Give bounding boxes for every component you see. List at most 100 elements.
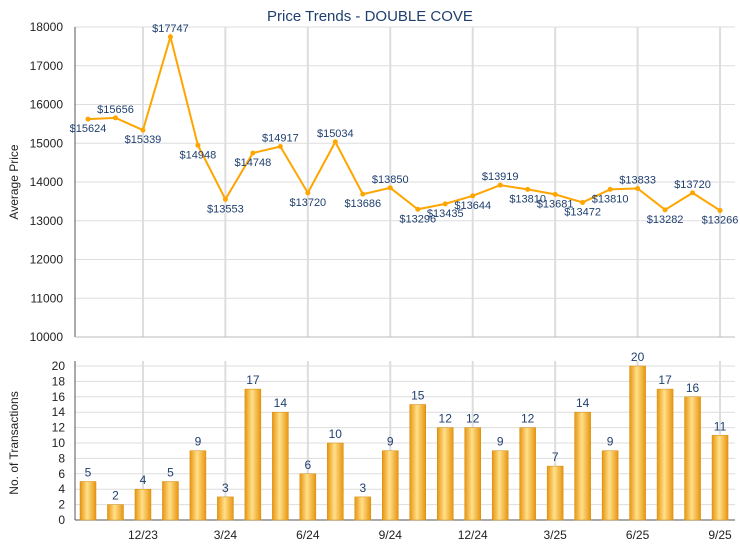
- price-point: [222, 196, 228, 202]
- bar-data-label: 17: [246, 373, 260, 387]
- price-line: [87, 33, 721, 212]
- x-tick-label: 3/24: [214, 528, 238, 542]
- bar-data-label: 17: [658, 373, 672, 387]
- transaction-bar: [574, 411, 591, 521]
- x-tick-label: 9/24: [379, 528, 403, 542]
- price-point: [415, 206, 421, 212]
- bar-data-label: 9: [607, 435, 614, 449]
- price-data-label: $13919: [482, 171, 519, 183]
- bar-data-label: 15: [411, 389, 425, 403]
- price-data-label: $13686: [344, 198, 381, 210]
- bar-data-label: 4: [140, 473, 147, 487]
- y-tick-label: 11000: [31, 291, 64, 305]
- transaction-bar: [546, 465, 564, 521]
- y-tick-label: 10000: [30, 330, 64, 344]
- price-data-label: $17747: [152, 23, 189, 35]
- transaction-bar: [656, 388, 674, 521]
- price-point: [332, 139, 338, 145]
- y-tick-label: 4: [58, 482, 65, 496]
- price-data-label: $13681: [537, 198, 574, 210]
- price-point: [635, 185, 641, 191]
- bar-data-label: 12: [466, 412, 480, 426]
- price-data-label: $13644: [454, 200, 491, 212]
- x-tick-label: 12/24: [458, 528, 488, 542]
- price-point: [360, 191, 366, 197]
- price-point: [387, 185, 393, 191]
- price-data-label: $14917: [262, 132, 299, 144]
- bar-data-label: 20: [631, 350, 645, 364]
- chart-title: Price Trends - DOUBLE COVE: [267, 8, 473, 25]
- y-tick-label: 16: [52, 390, 66, 404]
- price-data-label: $15034: [317, 128, 354, 140]
- y-tick-label: 12000: [30, 253, 64, 267]
- transaction-bar: [299, 473, 317, 521]
- transaction-bar: [354, 496, 372, 521]
- bar-data-label: 2: [112, 489, 119, 503]
- bar-data-label: 5: [167, 466, 174, 480]
- price-point: [717, 207, 723, 213]
- bar-data-label: 7: [552, 450, 559, 464]
- bar-data-label: 11: [714, 419, 727, 433]
- y-tick-label: 18: [52, 374, 66, 388]
- transaction-bar: [711, 435, 729, 521]
- price-data-label: $13833: [619, 174, 656, 186]
- x-tick-label: 12/23: [128, 528, 158, 542]
- bar-data-label: 12: [439, 412, 453, 426]
- transaction-bar: [601, 450, 619, 521]
- price-data-label: $13296: [399, 213, 436, 225]
- bar-data-label: 5: [85, 466, 92, 480]
- y-tick-label: 18000: [30, 20, 64, 34]
- y-tick-label: 12: [52, 421, 66, 435]
- price-data-label: $13472: [564, 206, 601, 218]
- y-tick-label: 17000: [30, 59, 64, 73]
- price-data-label: $13720: [674, 179, 711, 191]
- price-point: [85, 116, 91, 122]
- transaction-bar: [134, 488, 152, 521]
- price-data-label: $13553: [207, 203, 244, 215]
- y-tick-label: 6: [58, 467, 65, 481]
- y-tick-label: 14: [52, 405, 66, 419]
- transaction-bar: [162, 481, 179, 521]
- y-tick-label: 16000: [30, 98, 64, 112]
- price-point: [305, 190, 311, 196]
- transaction-bar: [217, 496, 234, 521]
- transaction-bar: [629, 365, 646, 521]
- price-data-label: $15656: [97, 104, 134, 116]
- y-tick-label: 2: [58, 498, 65, 512]
- price-point: [112, 115, 118, 121]
- x-tick-label: 3/25: [543, 528, 567, 542]
- price-data-label: $15624: [70, 123, 107, 135]
- price-data-label: $13810: [509, 193, 546, 205]
- price-point: [690, 190, 696, 196]
- x-tick-label: 6/24: [296, 528, 320, 542]
- price-data-label: $13435: [427, 208, 464, 220]
- price-point: [497, 182, 503, 188]
- price-point: [140, 127, 146, 133]
- y-tick-label: 13000: [30, 214, 64, 228]
- price-data-label: $13266: [702, 214, 739, 226]
- y-tick-label: 15000: [30, 136, 64, 150]
- transaction-bar: [519, 427, 536, 521]
- transaction-bar: [464, 427, 481, 521]
- y-tick-label: 0: [58, 513, 65, 527]
- x-tick-label: 6/25: [626, 528, 650, 542]
- transaction-bar: [382, 450, 399, 521]
- price-point: [470, 193, 476, 199]
- price-data-label: $14748: [235, 157, 272, 169]
- bar-data-label: 3: [359, 481, 366, 495]
- price-point: [442, 201, 448, 207]
- price-point: [250, 150, 256, 156]
- transaction-bar: [189, 450, 207, 521]
- y-tick-label: 10: [52, 436, 66, 450]
- bar-data-label: 6: [304, 458, 311, 472]
- transaction-bar: [436, 427, 454, 521]
- price-point: [662, 207, 668, 213]
- price-data-label: $13282: [647, 214, 684, 226]
- price-data-label: $15339: [125, 134, 162, 146]
- transaction-bar: [409, 404, 427, 521]
- price-point: [552, 191, 558, 197]
- price-point: [277, 143, 283, 149]
- price-point: [167, 34, 173, 40]
- x-tick-label: 9/25: [708, 528, 732, 542]
